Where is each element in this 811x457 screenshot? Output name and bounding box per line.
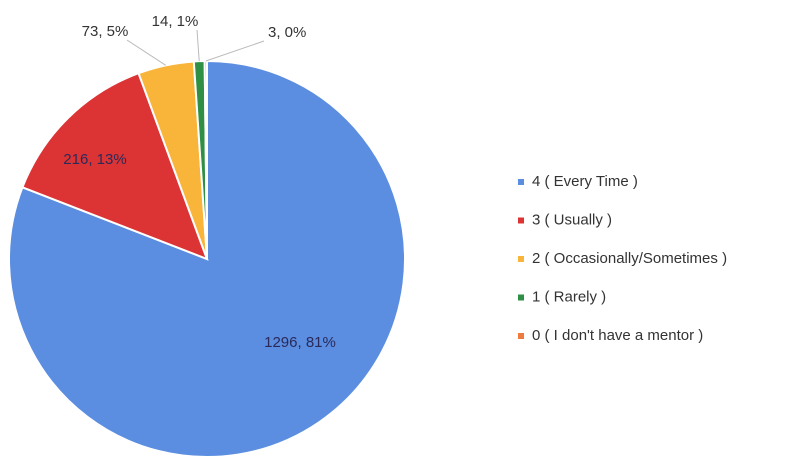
legend-label: 3 ( Usually ) (532, 211, 612, 228)
data-label: 1296, 81% (264, 334, 336, 351)
legend-swatch (518, 333, 524, 339)
legend-label: 2 ( Occasionally/Sometimes ) (532, 250, 727, 267)
leader-line (196, 29, 200, 62)
legend-swatch (518, 217, 524, 224)
data-label: 3, 0% (268, 24, 306, 41)
leader-line (126, 39, 167, 66)
legend-swatch (518, 294, 524, 301)
leader-line (205, 40, 265, 62)
data-label: 73, 5% (82, 23, 129, 40)
legend-label: 4 ( Every Time ) (532, 173, 638, 190)
legend-label: 0 ( I don't have a mentor ) (532, 327, 703, 344)
legend-swatch (518, 256, 524, 262)
legend-label: 1 ( Rarely ) (532, 288, 606, 305)
legend-swatch (518, 179, 524, 185)
data-label: 216, 13% (63, 151, 126, 168)
pie-slice (21, 71, 209, 261)
data-label: 14, 1% (152, 13, 199, 30)
